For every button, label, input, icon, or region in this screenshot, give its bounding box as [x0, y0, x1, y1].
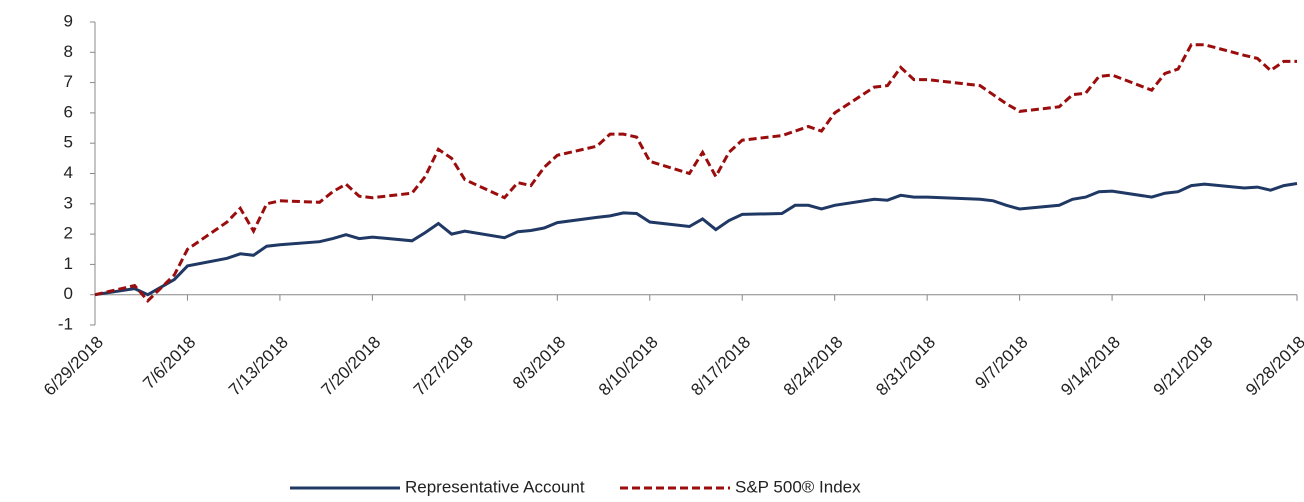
x-tick-label: 6/29/2018	[40, 333, 107, 400]
x-tick-label: 8/17/2018	[687, 333, 754, 400]
x-tick-label: 7/13/2018	[225, 333, 292, 400]
y-tick-label: 2	[64, 224, 73, 243]
x-tick-label: 8/10/2018	[595, 333, 662, 400]
y-tick-label: 0	[64, 284, 73, 303]
x-tick-label: 9/7/2018	[971, 333, 1031, 393]
x-tick-label: 7/27/2018	[410, 333, 477, 400]
x-tick-label: 8/24/2018	[780, 333, 847, 400]
y-tick-label: 9	[64, 11, 73, 30]
y-tick-label: 5	[64, 133, 73, 152]
x-tick-label: 9/28/2018	[1242, 333, 1304, 400]
x-tick-label: 9/21/2018	[1150, 333, 1217, 400]
x-tick-label: 8/31/2018	[872, 333, 939, 400]
series-line	[94, 43, 1297, 303]
legend-label: Representative Account	[405, 477, 585, 496]
series-line	[94, 182, 1298, 297]
y-tick-label: 1	[64, 254, 73, 273]
x-tick-label: 9/14/2018	[1057, 333, 1124, 400]
y-tick-label: 7	[64, 72, 73, 91]
y-tick-label: 4	[64, 163, 73, 182]
legend-label: S&P 500® Index	[735, 477, 861, 496]
x-tick-label: 7/6/2018	[139, 333, 199, 393]
y-tick-label: 3	[64, 193, 73, 212]
y-tick-label: 8	[64, 42, 73, 61]
y-tick-label: 6	[64, 102, 73, 121]
x-tick-label: 8/3/2018	[509, 333, 569, 393]
x-tick-label: 7/20/2018	[317, 333, 384, 400]
y-tick-label: -1	[58, 314, 73, 333]
